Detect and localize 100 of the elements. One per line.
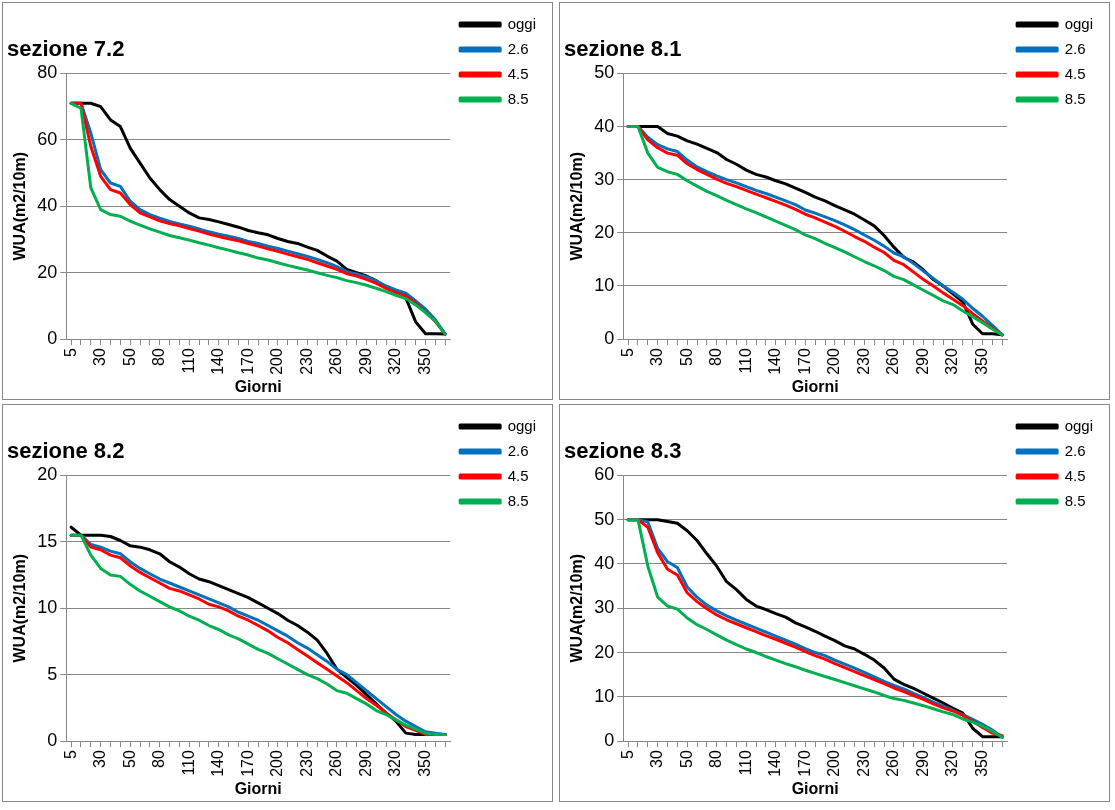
- y-tick-label: 40: [594, 552, 615, 573]
- legend-label: 4.5: [1064, 466, 1086, 484]
- x-tick-label: 350: [415, 750, 433, 777]
- x-tick-label: 230: [854, 750, 872, 777]
- x-tick-label: 50: [120, 348, 138, 366]
- chart-title: sezione 8.3: [564, 438, 682, 464]
- x-tick-label: 290: [913, 348, 931, 375]
- x-tick-label: 50: [677, 348, 695, 366]
- x-tick-label: 320: [943, 348, 961, 375]
- x-tick-label: 170: [238, 348, 256, 375]
- legend-label: 8.5: [1064, 89, 1086, 107]
- y-tick-label: 40: [594, 115, 615, 136]
- y-tick-label: 0: [604, 730, 615, 751]
- x-tick-label: 320: [386, 348, 404, 375]
- x-tick-label: 30: [648, 348, 666, 366]
- y-tick-label: 60: [594, 464, 615, 485]
- y-tick-label: 50: [594, 508, 615, 529]
- x-tick-label: 350: [972, 348, 990, 375]
- y-axis-title: WUA(m2/10m): [11, 554, 29, 663]
- y-axis-title: WUA(m2/10m): [568, 152, 586, 261]
- x-tick-label: 30: [648, 750, 666, 768]
- chart-title: sezione 8.1: [564, 36, 682, 62]
- x-tick-label: 290: [356, 750, 374, 777]
- legend-label: 8.5: [507, 89, 529, 107]
- x-tick-label: 350: [415, 348, 433, 375]
- x-tick-label: 290: [356, 348, 374, 375]
- y-axis-title: WUA(m2/10m): [568, 554, 586, 663]
- y-tick-label: 60: [37, 128, 58, 149]
- legend-label: oggi: [507, 416, 536, 434]
- x-tick-label: 320: [386, 750, 404, 777]
- legend-label: 2.6: [1064, 39, 1086, 57]
- y-tick-label: 80: [37, 62, 58, 83]
- y-tick-label: 50: [594, 62, 615, 83]
- y-axis-title: WUA(m2/10m): [11, 152, 29, 261]
- y-tick-label: 0: [47, 328, 58, 349]
- x-tick-label: 140: [766, 348, 784, 375]
- x-axis-title: Giorni: [234, 377, 282, 395]
- x-tick-label: 110: [179, 750, 197, 776]
- x-tick-label: 110: [736, 348, 754, 374]
- x-tick-label: 140: [766, 750, 784, 777]
- x-tick-label: 200: [825, 750, 843, 777]
- x-tick-label: 50: [120, 750, 138, 768]
- x-tick-label: 350: [972, 750, 990, 777]
- x-tick-label: 170: [795, 750, 813, 777]
- x-tick-label: 230: [854, 348, 872, 375]
- x-tick-label: 30: [91, 348, 109, 366]
- chart-title: sezione 7.2: [7, 36, 125, 62]
- y-tick-label: 20: [594, 221, 615, 242]
- x-tick-label: 200: [825, 348, 843, 375]
- y-tick-label: 40: [37, 195, 58, 216]
- x-tick-label: 170: [238, 750, 256, 777]
- legend-label: 4.5: [507, 64, 529, 82]
- legend-label: 4.5: [507, 466, 529, 484]
- legend-label: 4.5: [1064, 64, 1086, 82]
- x-tick-label: 170: [795, 348, 813, 375]
- x-tick-label: 200: [268, 348, 286, 375]
- legend-label: 2.6: [507, 441, 529, 459]
- x-tick-label: 140: [209, 348, 227, 375]
- chart-title: sezione 8.2: [7, 438, 125, 464]
- legend-label: 8.5: [507, 491, 529, 509]
- x-tick-label: 230: [297, 348, 315, 375]
- x-axis-title: Giorni: [791, 779, 839, 797]
- y-tick-label: 30: [594, 597, 615, 618]
- y-tick-label: 20: [37, 261, 58, 282]
- x-tick-label: 5: [618, 348, 636, 358]
- x-tick-label: 110: [736, 750, 754, 776]
- y-tick-label: 15: [37, 530, 58, 551]
- y-tick-label: 5: [47, 663, 58, 684]
- y-tick-label: 20: [594, 641, 615, 662]
- x-tick-label: 30: [91, 750, 109, 768]
- x-tick-label: 320: [943, 750, 961, 777]
- x-tick-label: 200: [268, 750, 286, 777]
- x-tick-label: 260: [884, 348, 902, 375]
- x-tick-label: 5: [61, 750, 79, 760]
- y-tick-label: 20: [37, 464, 58, 485]
- x-tick-label: 230: [297, 750, 315, 777]
- legend-label: oggi: [1064, 14, 1093, 32]
- x-tick-label: 80: [150, 750, 168, 768]
- legend-label: oggi: [1064, 416, 1093, 434]
- x-tick-label: 260: [884, 750, 902, 777]
- x-tick-label: 5: [61, 348, 79, 358]
- y-tick-label: 0: [604, 328, 615, 349]
- x-tick-label: 290: [913, 750, 931, 777]
- x-tick-label: 260: [327, 348, 345, 375]
- legend-label: 2.6: [1064, 441, 1086, 459]
- x-tick-label: 80: [707, 750, 725, 768]
- x-tick-label: 50: [677, 750, 695, 768]
- x-tick-label: 140: [209, 750, 227, 777]
- x-tick-label: 80: [707, 348, 725, 366]
- y-tick-label: 0: [47, 730, 58, 751]
- y-tick-label: 30: [594, 168, 615, 189]
- x-axis-title: Giorni: [791, 377, 839, 395]
- y-tick-label: 10: [37, 597, 58, 618]
- x-tick-label: 260: [327, 750, 345, 777]
- legend-label: 2.6: [507, 39, 529, 57]
- x-axis-title: Giorni: [234, 779, 282, 797]
- y-tick-label: 10: [594, 685, 615, 706]
- x-tick-label: 110: [179, 348, 197, 374]
- x-tick-label: 5: [618, 750, 636, 760]
- x-tick-label: 80: [150, 348, 168, 366]
